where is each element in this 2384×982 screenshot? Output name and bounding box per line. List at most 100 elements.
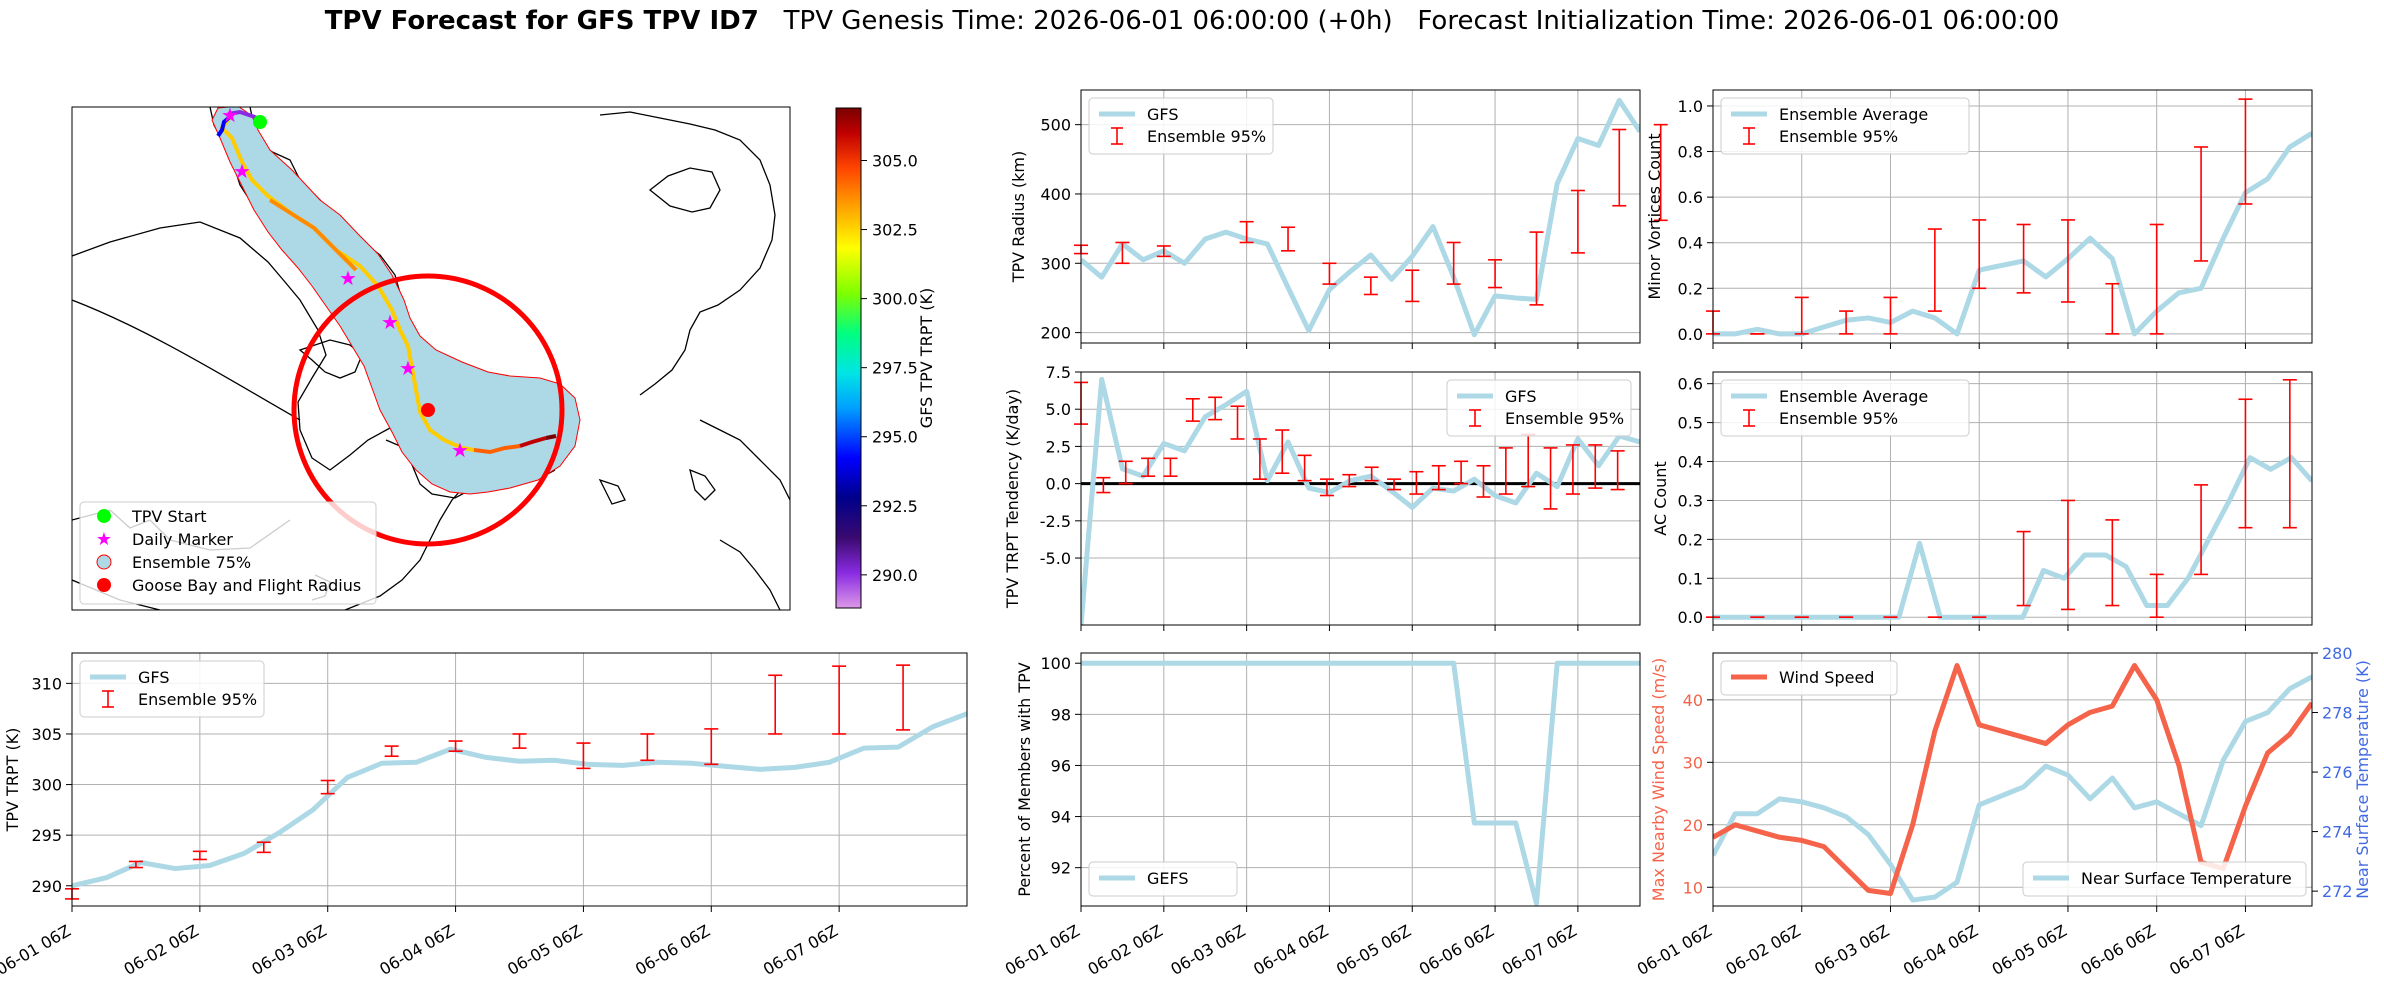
y2-axis-label: Near Surface Temperature (K) — [2353, 660, 2372, 899]
legend-label: GFS — [138, 668, 169, 687]
ensemble-errorbar — [2149, 573, 2164, 619]
x-tick-label: 06-03 06Z — [1811, 921, 1892, 979]
svg-text:★: ★ — [399, 356, 417, 380]
colorbar-ticks: 290.0 292.5 295.0 297.5 300.0 302.5 305.0 — [861, 151, 918, 585]
y-tick-label: 7.5 — [1046, 363, 1071, 382]
y-tick-label: 0.2 — [1678, 279, 1703, 298]
legend-box — [1720, 379, 1970, 437]
ensemble-errorbar — [2194, 484, 2209, 576]
map-legend: TPV Start ★ Daily Marker Ensemble 75% Go… — [79, 501, 377, 605]
ensemble-errorbar — [1543, 447, 1558, 510]
panel-trpt: 290 295 300 305 310 06-01 06Z 06-02 06Z 06-03 0… — [0, 652, 968, 979]
tpv-start-marker — [253, 115, 267, 129]
ensemble-errorbar — [1409, 470, 1424, 495]
map-layers: ★ ★ ★ ★ ★ ★ — [72, 103, 790, 610]
ensemble-errorbar — [1156, 245, 1171, 258]
ensemble-errorbar — [1252, 438, 1267, 480]
gfs-series — [72, 711, 967, 889]
colorbar-tick-label: 292.5 — [872, 497, 918, 516]
ensemble-errorbar — [1115, 241, 1130, 265]
ensemble-errorbar — [1239, 220, 1254, 244]
ensemble-errorbar — [1570, 189, 1585, 254]
ensemble-errorbar — [1275, 429, 1290, 475]
y-tick-label: 0.0 — [1678, 608, 1703, 627]
legend-label: Ensemble Average — [1779, 105, 1928, 124]
ensemble-errorbar — [2149, 223, 2164, 335]
ensemble-errorbar — [1342, 473, 1357, 488]
y-axis-label: TPV TRPT (K) — [3, 728, 22, 833]
panel-ac: 0.0 0.1 0.2 0.3 0.4 0.5 0.6 AC Count Ensemble Av… — [1651, 371, 2313, 631]
title-init: Forecast Initialization Time: 2026-06-01… — [1417, 6, 2060, 36]
y-tick-label: 200 — [1040, 324, 1071, 343]
gfs-series — [1081, 97, 1640, 338]
legend-daily-label: Daily Marker — [132, 530, 233, 549]
ensemble-errorbar — [1883, 296, 1898, 335]
legend-label: Ensemble 95% — [1147, 127, 1266, 146]
plot-frame — [1712, 652, 2313, 907]
y-tick-label: -5.0 — [1040, 549, 1071, 568]
y-tick-label: 290 — [31, 877, 62, 896]
x-tick-label: 06-07 06Z — [1499, 921, 1580, 979]
y-tick-label: 30 — [1683, 753, 1703, 772]
ensemble-errorbar — [1794, 296, 1809, 335]
legend-label: Ensemble 95% — [138, 690, 257, 709]
ensemble-errorbar — [2194, 146, 2209, 262]
ensemble-errorbar — [256, 841, 271, 854]
plot-frame — [1712, 371, 2313, 626]
ensemble-errorbar — [1653, 123, 1668, 222]
plot-frame — [1080, 371, 1641, 626]
ensemble-errorbar — [1446, 241, 1461, 285]
x-tick-label: 06-06 06Z — [1416, 921, 1497, 979]
ensemble-errorbar — [768, 674, 783, 735]
legend: GFS Ensemble 95% — [1088, 97, 1274, 155]
ensemble-errorbar — [1163, 457, 1178, 477]
y-tick-label: 92 — [1051, 859, 1071, 878]
x-tick-label: 06-05 06Z — [1989, 921, 2070, 979]
legend-box — [1088, 861, 1238, 897]
goose-bay-marker — [421, 403, 435, 417]
legend: Ensemble Average Ensemble 95% — [1720, 379, 1970, 437]
y-tick-label: 94 — [1051, 808, 1071, 827]
ensemble-errorbar — [1488, 259, 1503, 289]
legend-label: Wind Speed — [1779, 668, 1874, 687]
x-tick-label: 06-04 06Z — [1900, 921, 1981, 979]
ensemble-errorbar — [1230, 405, 1245, 440]
ensemble-errorbar — [1319, 478, 1334, 497]
ensemble-errorbar — [704, 728, 719, 766]
ensemble-errorbar — [2060, 219, 2075, 303]
ensemble-errorbar — [1431, 464, 1446, 491]
ensemble-errorbar — [1612, 128, 1627, 207]
legend-daily-icon: ★ — [96, 529, 112, 550]
colorbar-tick-label: 300.0 — [872, 290, 918, 309]
y-axis-label: TPV TRPT Tendency (K/day) — [1003, 389, 1022, 609]
y-tick-label: 0.1 — [1678, 569, 1703, 588]
ensemble-errorbar — [2060, 499, 2075, 611]
panel-minor: 0.0 0.2 0.4 0.6 0.8 1.0 Minor Vortices Count En… — [1645, 89, 2313, 349]
x-tick-label: 06-03 06Z — [248, 921, 329, 979]
legend: GEFS — [1088, 861, 1238, 897]
tpv-track-mid — [268, 198, 358, 272]
svg-text:★: ★ — [221, 103, 239, 127]
legend-goose-label: Goose Bay and Flight Radius — [132, 576, 361, 595]
y-tick-label: 20 — [1683, 816, 1703, 835]
ensemble-errorbar — [128, 860, 143, 869]
ensemble-errorbar — [2238, 98, 2253, 205]
y-tick-label: 300 — [1040, 254, 1071, 273]
ensemble-errorbar — [1610, 450, 1625, 491]
ensemble-errorbar — [1322, 262, 1337, 285]
ensemble-errorbar — [1588, 444, 1603, 489]
legend-label: Ensemble 95% — [1779, 127, 1898, 146]
x-tick-label: 06-04 06Z — [376, 921, 457, 979]
title-bold: TPV Forecast for GFS TPV ID7 — [324, 6, 759, 36]
figure-title: TPV Forecast for GFS TPV ID7 TPV Genesis… — [0, 6, 2384, 36]
temperature-series — [1713, 674, 2312, 903]
legend-label: GEFS — [1147, 869, 1189, 888]
plot-frame — [1080, 89, 1641, 344]
ensemble-errorbar — [2016, 223, 2031, 294]
x-tick-label: 06-03 06Z — [1167, 921, 1248, 979]
y-tick-label: 0.5 — [1678, 414, 1703, 433]
y-tick-label: 0.8 — [1678, 143, 1703, 162]
y-tick-label: 295 — [31, 826, 62, 845]
panel-tendency: -5.0 -2.5 0.0 2.5 5.0 7.5 TPV TRPT Tendency (K… — [1003, 363, 1641, 631]
ensemble-errorbar — [1363, 276, 1378, 296]
